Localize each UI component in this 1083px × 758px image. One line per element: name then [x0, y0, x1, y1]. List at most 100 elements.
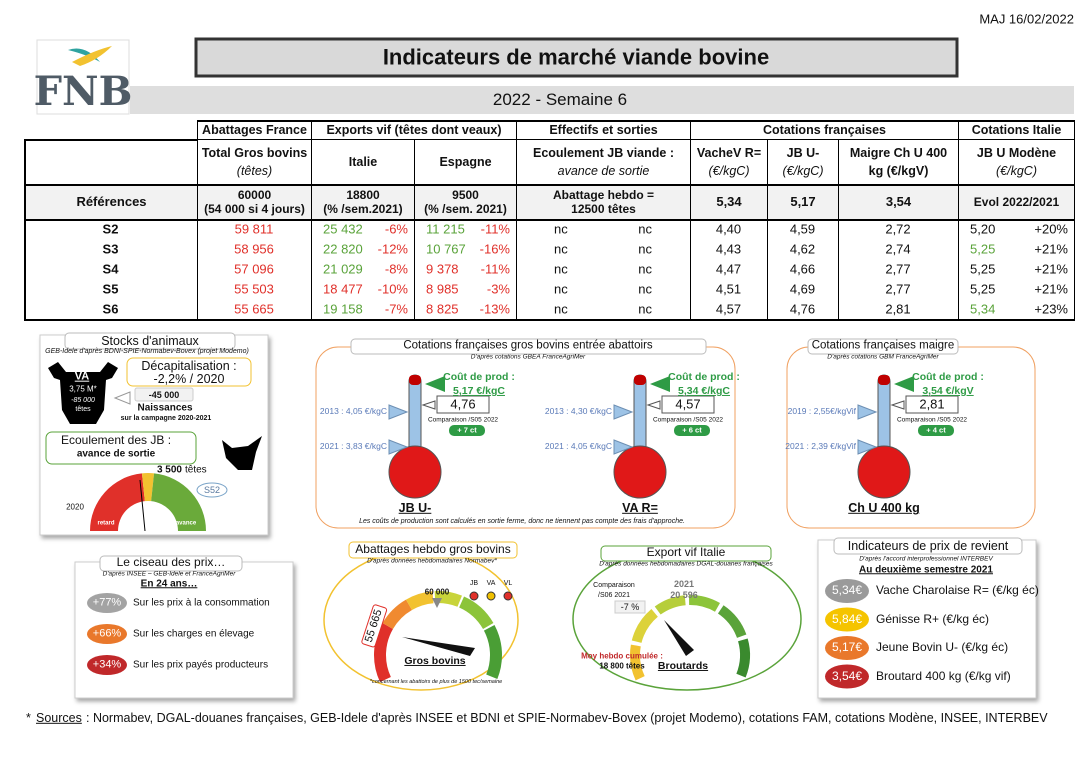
delta-badge — [918, 425, 954, 436]
panel-title-box — [99, 555, 243, 572]
comparison: Comparaison — [593, 581, 635, 589]
gauge-week: S52 — [203, 484, 221, 495]
item-text: Sur les prix payés producteurs — [133, 659, 269, 671]
table-value: 21 029 — [323, 261, 363, 277]
table-value: 22 820 — [323, 241, 363, 257]
current-pointer — [890, 400, 905, 410]
badge — [825, 636, 869, 660]
reference-cell: 3,54 — [838, 184, 959, 221]
cow-label: VA — [74, 370, 90, 383]
column-header: Total Gros bovins (têtes) — [197, 139, 312, 185]
badge — [87, 593, 127, 613]
table-value: +23% — [1034, 301, 1068, 317]
cost-label: Coût de prod : — [912, 370, 984, 383]
badge — [825, 664, 869, 689]
panel-title: Cotations françaises maigre — [811, 339, 955, 352]
cost-value: 5,17 €/kgC — [453, 384, 505, 397]
births-label: Naissances — [137, 402, 193, 414]
comparison: Comparaison /S05 2022 — [896, 416, 968, 424]
gauge-segment — [459, 596, 494, 629]
header-cell — [24, 139, 198, 185]
title: Indicateurs de marché viande bovine — [382, 44, 770, 70]
gauge-label: Broutards — [657, 659, 709, 672]
pointer — [113, 391, 131, 405]
births-period: sur la campagne 2020-2021 — [120, 414, 212, 422]
table-value: 58 956 — [234, 241, 274, 257]
badge — [825, 579, 869, 603]
badge-label: 5,17€ — [831, 640, 863, 655]
table-value: +20% — [1034, 221, 1068, 237]
jb-value: 3 500 — [156, 464, 182, 476]
table-value: -16% — [479, 241, 510, 257]
current-box — [436, 395, 490, 414]
note: *concernant les abattoirs de plus de 150… — [369, 678, 503, 685]
panel-title: Export vif Italie — [646, 545, 726, 560]
table-value: 5,25 — [970, 281, 996, 297]
logo-swoosh — [72, 46, 112, 66]
column-header: JB U- (€/kgC) — [767, 139, 839, 185]
panel-source: D'après INSEE – GEB-Idele et FranceAgriM… — [102, 570, 236, 578]
panel-title: Indicateurs de prix de revient — [847, 538, 1009, 553]
cost-flag — [650, 376, 670, 392]
thermo-tube — [877, 374, 891, 458]
row-label: S2 — [102, 221, 119, 237]
panel-title: Abattages hebdo gros bovins — [355, 542, 511, 557]
jb-label: Ecoulement des JB : — [60, 433, 172, 448]
thermo-cap — [634, 375, 646, 385]
table-value: 8 825 — [426, 301, 459, 317]
panel-title-box — [350, 338, 707, 355]
gauge-target: 60 000 — [424, 587, 450, 597]
cost-flag — [894, 376, 914, 392]
table-value: 25 432 — [323, 221, 363, 237]
panel-title-box — [348, 541, 518, 559]
reference-cell: Evol 2022/2021 — [958, 184, 1075, 221]
reference-cell: 60000 (54 000 si 4 jours) — [197, 184, 312, 221]
note: Les coûts de production sont calculés en… — [359, 517, 685, 525]
legend-label: VL — [503, 579, 513, 587]
legend-label: VA — [486, 579, 496, 587]
table-value: 4,51 — [715, 281, 742, 297]
cost-value: 3,54 €/kgV — [922, 384, 974, 397]
group-header: Cotations françaises — [690, 120, 959, 140]
table-value: nc — [638, 221, 652, 237]
thermo-bulb — [613, 445, 667, 499]
logo: FNB — [33, 68, 133, 115]
table-value: nc — [638, 241, 652, 257]
ref-arrow — [613, 404, 634, 420]
table-value: -8% — [384, 261, 408, 277]
group-header: Cotations Italie — [958, 120, 1075, 140]
cost-value: 5,34 €/kgC — [678, 384, 730, 397]
reference-value: (54 000 si 4 jours) — [204, 201, 305, 216]
table-value: 5,25 — [970, 261, 996, 277]
reference-value: 12500 têtes — [571, 201, 636, 216]
column-unit: (€/kgC) — [996, 163, 1037, 178]
panel-title-box — [600, 545, 772, 562]
panel-title: Le ciseau des prix… — [116, 555, 226, 570]
row-label: S4 — [102, 261, 119, 277]
item-text: Broutard 400 kg (€/kg vif) — [876, 668, 1011, 683]
gauge-segment — [717, 605, 747, 638]
reference-high: 2013 : 4,05 €/kgC — [319, 406, 387, 417]
badge-label: 5,34€ — [831, 583, 863, 598]
item-text: Jeune Bovin U- (€/kg éc) — [876, 640, 1009, 655]
item-text: Sur les prix à la consommation — [133, 597, 270, 609]
reference-value: 9500 — [452, 187, 479, 202]
table-value: -12% — [377, 241, 408, 257]
thermo-bulb — [857, 445, 911, 499]
thermo-label: JB U- — [398, 500, 432, 515]
current-pointer — [421, 400, 436, 410]
thermo-cap — [878, 375, 890, 385]
reference-label: Références — [76, 194, 147, 210]
table-value: nc — [554, 241, 568, 257]
gauge-segment — [151, 473, 206, 531]
reference-value: 5,17 — [790, 194, 816, 210]
badge-label: 5,84€ — [831, 611, 863, 626]
panel-title: Stocks d'animaux — [101, 333, 199, 348]
item-text: Génisse R+ (€/kg éc) — [876, 611, 990, 626]
column-name: JB U Modène — [976, 146, 1057, 161]
reference-value: Abattage hebdo = — [552, 187, 654, 202]
reference-cell: 18800 (% /sem.2021) — [311, 184, 415, 221]
value-box — [134, 387, 194, 402]
